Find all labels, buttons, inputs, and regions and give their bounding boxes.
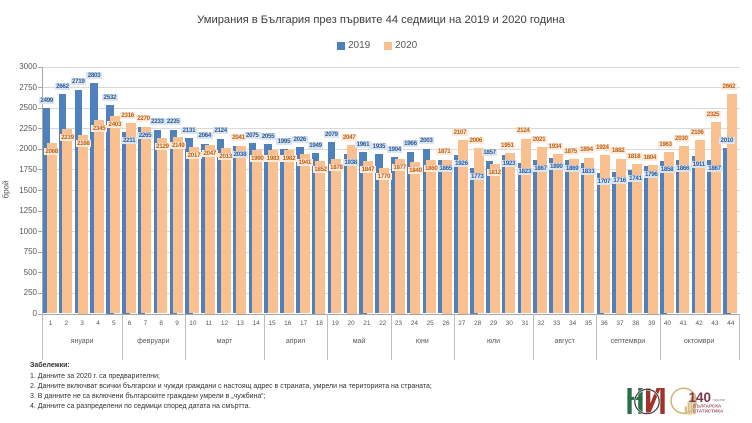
svg-text:СТАТИСТИКА: СТАТИСТИКА [693, 408, 724, 413]
svg-text:БЪЛГАРСКА: БЪЛГАРСКА [693, 403, 722, 408]
svg-text:години: години [713, 397, 726, 402]
svg-text:140: 140 [689, 390, 712, 405]
